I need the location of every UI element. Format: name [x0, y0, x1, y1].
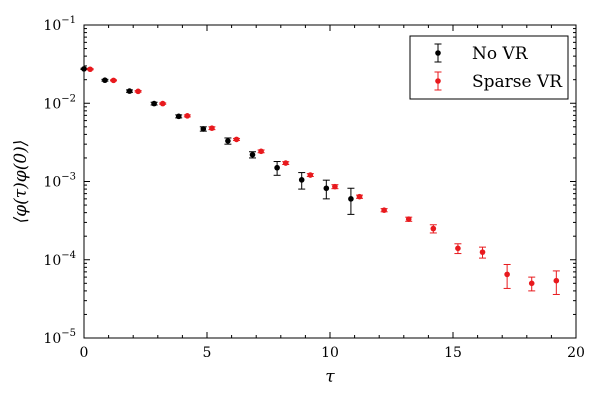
data-point: [249, 151, 256, 158]
y-tick-label: 10−1: [43, 15, 76, 34]
y-tick-exponent: −1: [61, 15, 76, 26]
x-tick-label: 0: [80, 345, 89, 361]
data-point: [225, 138, 231, 144]
y-tick-exponent: −2: [61, 93, 76, 104]
y-tick-base: 10: [43, 96, 61, 112]
x-tick-label: 10: [321, 345, 339, 361]
y-axis-label: ⟨φ(τ)φ(0)⟩: [11, 140, 31, 224]
data-point: [233, 136, 240, 143]
data-point: [151, 100, 157, 107]
data-point: [282, 160, 289, 166]
x-tick-label: 20: [567, 345, 585, 361]
data-point: [184, 113, 191, 119]
data-point: [430, 225, 437, 232]
y-tick-label: 10−3: [43, 172, 76, 191]
data-point: [348, 196, 354, 202]
legend: No VR Sparse VR: [409, 35, 569, 100]
data-point: [381, 207, 387, 213]
y-tick-label: 10−4: [43, 250, 76, 269]
data-point: [159, 100, 166, 107]
y-tick-base: 10: [43, 175, 61, 191]
data-point: [135, 88, 141, 95]
data-point: [504, 271, 510, 278]
data-point: [356, 193, 363, 200]
y-tick-exponent: −4: [61, 250, 76, 261]
y-tick-base: 10: [43, 331, 61, 347]
data-point: [126, 88, 133, 94]
plot-frame: [83, 24, 577, 339]
data-point: [258, 148, 264, 155]
y-tick-exponent: −3: [61, 172, 76, 183]
data-point: [102, 77, 108, 84]
data-point: [307, 172, 314, 178]
data-point: [332, 183, 338, 190]
legend-marker: [435, 78, 441, 84]
x-tick-label: 5: [203, 345, 212, 361]
data-point: [298, 177, 305, 183]
x-axis-label: τ: [325, 367, 335, 387]
legend-item-1: Sparse VR: [434, 71, 563, 92]
data-point: [87, 66, 93, 73]
legend-item-0: No VR: [434, 43, 529, 64]
legend-label: No VR: [472, 44, 529, 64]
data-point: [175, 113, 182, 120]
data-point: [553, 277, 560, 284]
plot-area: [80, 66, 560, 295]
legend-marker: [435, 50, 441, 56]
data-point: [209, 125, 215, 131]
data-point: [528, 280, 535, 287]
series-1: [86, 66, 560, 295]
data-point: [479, 249, 486, 255]
data-point: [274, 164, 280, 171]
x-tick-label: 15: [444, 345, 462, 361]
data-point: [323, 185, 330, 192]
y-tick-label: 10−2: [43, 93, 76, 112]
legend-box: [409, 35, 569, 100]
data-point: [200, 126, 207, 132]
series-0: [80, 66, 355, 215]
y-tick-label: 10−5: [43, 328, 76, 347]
y-tick-exponent: −5: [61, 328, 76, 339]
legend-items: No VR Sparse VR: [434, 43, 563, 92]
data-point: [110, 77, 117, 84]
data-point: [405, 216, 412, 222]
legend-label: Sparse VR: [472, 72, 563, 92]
data-point: [455, 245, 461, 252]
y-tick-base: 10: [43, 253, 61, 269]
y-tick-base: 10: [43, 18, 61, 34]
